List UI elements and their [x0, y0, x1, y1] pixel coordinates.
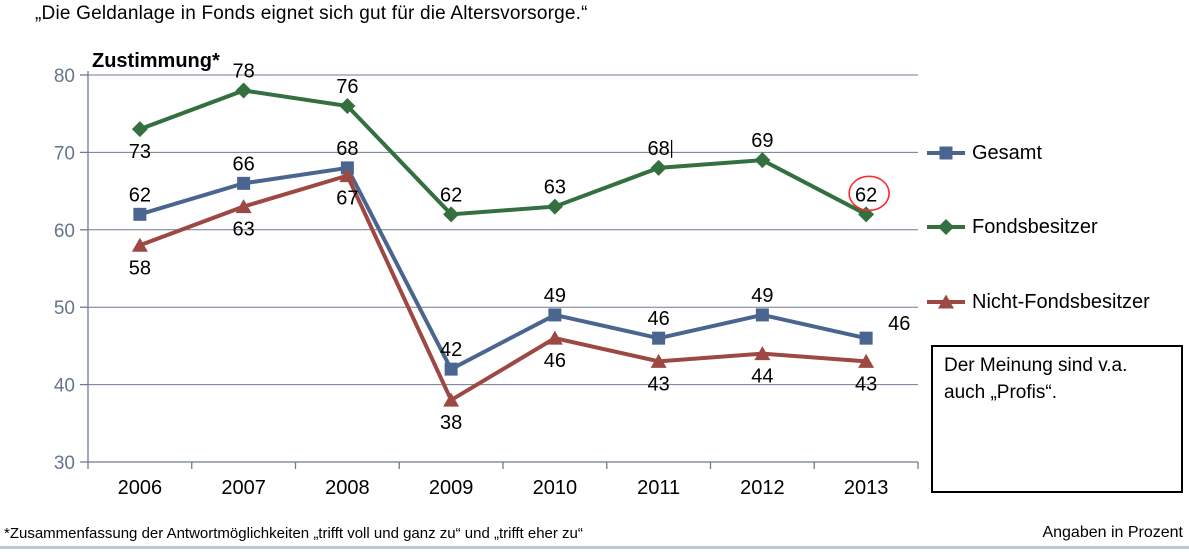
triangle-marker-icon: [443, 392, 460, 407]
legend-item-nicht-fondsbesitzer: Nicht-Fondsbesitzer: [926, 289, 1150, 315]
diamond-marker-icon: [650, 159, 667, 176]
square-marker-icon: [340, 161, 354, 175]
units-note: Angaben in Prozent: [1042, 524, 1183, 541]
x-tick-label: 2007: [221, 477, 266, 499]
triangle-marker-icon: [754, 346, 771, 361]
data-label: 62: [855, 184, 877, 206]
square-marker-icon: [652, 331, 666, 345]
triangle-marker-icon: [131, 237, 148, 252]
legend-triangle-marker-icon: [927, 294, 965, 309]
data-label: 49: [751, 285, 773, 307]
chart-title: Zustimmung*: [92, 50, 220, 72]
y-tick-label: 50: [54, 298, 75, 319]
square-marker-icon: [755, 308, 769, 322]
slide-title: „Die Geldanlage in Fonds eignet sich gut…: [35, 3, 588, 24]
diamond-marker-icon: [754, 152, 771, 169]
footnote: *Zusammenfassung der Antwortmöglichkeite…: [4, 525, 583, 542]
x-tick-label: 2010: [533, 477, 578, 499]
diamond-marker-icon: [235, 82, 252, 99]
data-label: 46: [544, 350, 566, 372]
data-label: 63: [544, 177, 566, 199]
x-tick-label: 2009: [429, 477, 474, 499]
data-label: 67: [336, 188, 358, 210]
data-label: 58: [129, 257, 151, 279]
triangle-marker-icon: [546, 330, 563, 345]
data-label: 76: [336, 76, 358, 98]
y-tick-label: 60: [54, 221, 75, 242]
x-tick-label: 2012: [740, 477, 785, 499]
data-label: 38: [440, 412, 462, 434]
diamond-marker-icon: [339, 97, 356, 114]
legend-item-gesamt: Gesamt: [926, 140, 1042, 166]
data-label: 43: [855, 373, 877, 395]
legend-label-fondsbesitzer: Fondsbesitzer: [972, 215, 1098, 238]
data-label: 43: [648, 373, 670, 395]
triangle-marker-icon: [235, 199, 252, 214]
note-box: Der Meinung sind v.a. auch „Profis“.: [931, 345, 1183, 493]
square-marker-icon: [939, 146, 953, 160]
diamond-marker-icon: [131, 121, 148, 138]
legend-square-marker-icon: [927, 146, 965, 160]
diamond-marker-icon: [546, 198, 563, 215]
data-label: 42: [440, 339, 462, 361]
triangle-marker-icon: [650, 353, 667, 368]
series-line: [139, 173, 867, 403]
data-label: 63: [233, 219, 255, 241]
legend-label-gesamt: Gesamt: [972, 141, 1043, 164]
data-label: 62: [129, 184, 151, 206]
y-tick-label: 30: [54, 453, 75, 474]
data-label: 73: [129, 141, 151, 163]
bottom-divider: [0, 546, 1189, 549]
data-label: 78: [233, 60, 255, 82]
x-tick-label: 2008: [325, 477, 370, 499]
series-line: [139, 88, 868, 217]
note-box-text: Der Meinung sind v.a. auch „Profis“.: [944, 355, 1128, 403]
data-label: 69: [751, 130, 773, 152]
square-marker-icon: [133, 207, 147, 221]
data-label: 66: [233, 153, 255, 175]
data-label: 46: [648, 308, 670, 330]
x-tick-label: 2013: [844, 477, 889, 499]
y-tick-label: 40: [54, 376, 75, 397]
triangle-marker-icon: [339, 168, 356, 183]
triangle-marker-icon: [938, 294, 954, 309]
legend-diamond-marker-icon: [927, 219, 965, 235]
data-label: 62: [440, 184, 462, 206]
legend-label-nicht-fondsbesitzer: Nicht-Fondsbesitzer: [972, 290, 1150, 313]
square-marker-icon: [444, 362, 458, 376]
data-label: 49: [544, 285, 566, 307]
diamond-marker-icon: [443, 206, 460, 223]
data-label: 68: [648, 138, 670, 160]
square-marker-icon: [859, 331, 873, 345]
series-line: [139, 165, 867, 372]
legend-item-fondsbesitzer: Fondsbesitzer: [926, 214, 1098, 240]
data-label: 44: [751, 366, 773, 388]
triangle-marker-icon: [858, 353, 875, 368]
x-tick-label: 2006: [118, 477, 163, 499]
square-marker-icon: [548, 308, 562, 322]
highlight-circle: [848, 175, 890, 212]
diamond-marker-icon: [938, 219, 954, 235]
data-label: 68: [336, 138, 358, 160]
square-marker-icon: [237, 176, 251, 190]
y-tick-label: 70: [54, 143, 75, 164]
y-tick-label: 80: [54, 66, 75, 87]
data-label: 46: [888, 313, 910, 335]
x-tick-label: 2011: [637, 477, 680, 499]
